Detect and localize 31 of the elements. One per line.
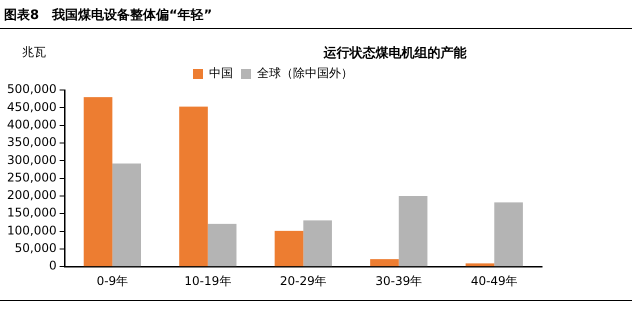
- bar: [179, 106, 208, 266]
- y-tick-label: 50,000: [14, 241, 57, 256]
- y-tick-label: 450,000: [7, 100, 57, 114]
- y-tick-label: 500,000: [7, 82, 57, 96]
- text: 图表8 我国煤电设备整体偏“年轻”: [0, 4, 632, 29]
- y-axis-title: 兆瓦: [22, 44, 46, 61]
- y-tick-label: 350,000: [7, 135, 57, 150]
- y-tick-label: 300,000: [7, 152, 57, 167]
- y-tick-label: 0: [48, 258, 57, 273]
- x-tick-label: 0-9年: [96, 274, 128, 288]
- bar: [84, 97, 112, 266]
- bar: [370, 259, 399, 266]
- y-tick-label: 400,000: [7, 117, 57, 132]
- x-tick-label: 40-49年: [470, 274, 518, 288]
- bar: [208, 224, 236, 266]
- chart-title: 运行状态煤电机组的产能: [322, 44, 468, 62]
- bar: [112, 163, 142, 266]
- legend-label: 全球（除中国外）: [257, 66, 353, 80]
- bar: [494, 202, 523, 266]
- bar: [466, 263, 494, 266]
- bar: [303, 220, 332, 266]
- y-tick-label: 150,000: [7, 206, 57, 220]
- y-tick-label: 250,000: [7, 170, 57, 184]
- y-tick-label: 100,000: [7, 223, 57, 238]
- y-tick-label: 200,000: [7, 188, 57, 202]
- legend-label: 中国: [209, 66, 233, 80]
- bar: [274, 230, 304, 266]
- x-tick-label: 30-39年: [375, 274, 422, 288]
- bar: [398, 196, 428, 266]
- x-tick-label: 20-29年: [280, 274, 327, 288]
- x-tick-label: 10-19年: [184, 274, 232, 288]
